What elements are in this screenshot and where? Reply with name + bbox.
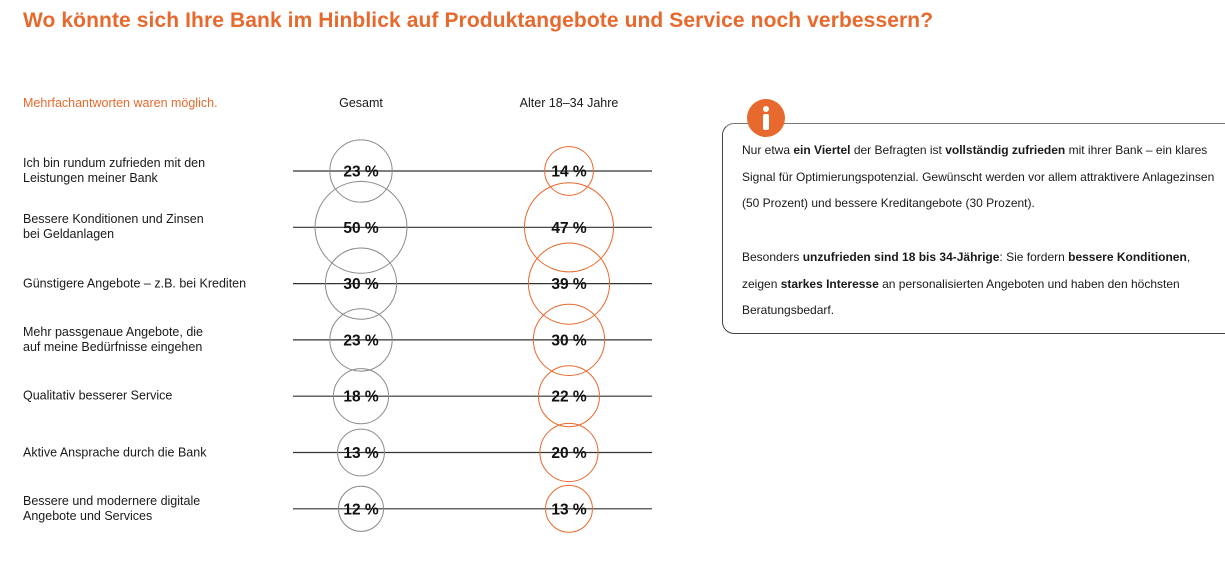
bubble-gesamt [314, 180, 408, 274]
value-label-gesamt: 18 % [343, 389, 379, 406]
bubble-gesamt [337, 485, 385, 532]
bubble-alter [538, 365, 600, 428]
value-label-alter: 20 % [551, 445, 587, 462]
value-label-gesamt: 30 % [343, 276, 379, 293]
info-paragraph: Besonders unzufrieden sind 18 bis 34-Jäh… [742, 244, 1222, 324]
value-label-gesamt: 50 % [343, 220, 379, 237]
value-label-alter: 13 % [551, 501, 587, 518]
row-label: Ich bin rundum zufrieden mit den Leistun… [23, 156, 206, 185]
bubble-alter [545, 484, 593, 533]
info-paragraph: Nur etwa ein Viertel der Befragten ist v… [742, 137, 1222, 217]
column-header-alter: Alter 18–34 Jahre [519, 96, 619, 110]
info-text-segment: an personalisierten Angeboten und haben … [742, 276, 1180, 318]
value-label-alter: 14 % [551, 164, 587, 181]
info-highlight: vollständig zufrieden [945, 143, 1066, 157]
page-title: Wo könnte sich Ihre Bank im Hinblick auf… [23, 9, 934, 32]
value-label-alter: 47 % [551, 220, 587, 237]
value-label-alter: 30 % [551, 332, 587, 349]
info-box [722, 123, 1225, 334]
info-text-segment: der Befragten ist [850, 143, 946, 157]
value-label-gesamt: 13 % [343, 445, 379, 462]
info-highlight: bessere Konditionen [1068, 249, 1187, 264]
bubble-alter [527, 242, 611, 325]
row-label: Bessere Konditionen und Zinsen bei Gelda… [23, 212, 204, 242]
row-label: Mehr passgenaue Angebote, die auf meine … [23, 324, 203, 354]
bubble-gesamt [332, 368, 390, 425]
value-label-gesamt: 12 % [343, 501, 379, 518]
row-label: Aktive Ansprache durch die Bank [23, 445, 207, 459]
info-text-segment: , zeigen [742, 249, 1191, 291]
bubble-gesamt [329, 139, 393, 203]
info-highlight: ein Viertel [793, 143, 851, 157]
info-text: Nur etwa ein Viertel der Befragten ist v… [742, 137, 1222, 324]
info-icon [747, 99, 785, 137]
column-header-gesamt: Gesamt [339, 96, 383, 110]
info-text-segment: : Sie fordern [999, 249, 1069, 264]
bubble-gesamt [337, 428, 385, 477]
bubble-alter [532, 303, 606, 377]
row-label: Qualitativ besserer Service [23, 388, 173, 403]
multiple-answers-note: Mehrfachantworten waren möglich. [23, 96, 218, 110]
bubble-gesamt [324, 247, 398, 320]
value-label-alter: 22 % [551, 389, 587, 406]
row-label: Günstigere Angebote – z.B. bei Krediten [23, 276, 247, 291]
info-highlight: starkes Interesse [780, 276, 879, 291]
info-text-segment: Besonders [742, 249, 803, 264]
value-label-gesamt: 23 % [343, 332, 379, 349]
bubble-alter [544, 146, 594, 196]
value-label-alter: 39 % [551, 276, 587, 293]
bubble-gesamt [329, 308, 393, 372]
bubble-alter [523, 182, 615, 273]
info-highlight: unzufrieden sind 18 bis 34-Jährige [802, 249, 1000, 264]
info-text-segment: Nur etwa [742, 143, 794, 157]
info-text-segment: mit ihrer Bank – ein klares Signal für O… [742, 143, 1215, 211]
value-label-gesamt: 23 % [343, 164, 379, 181]
row-label: Bessere und modernere digitale Angebote … [23, 493, 201, 523]
bubble-chart: 23 % 50 % 30 % 23 % 18 % 13 % 12 % 14 % 47 % 39 %… [293, 139, 652, 533]
bubble-alter [539, 422, 599, 483]
